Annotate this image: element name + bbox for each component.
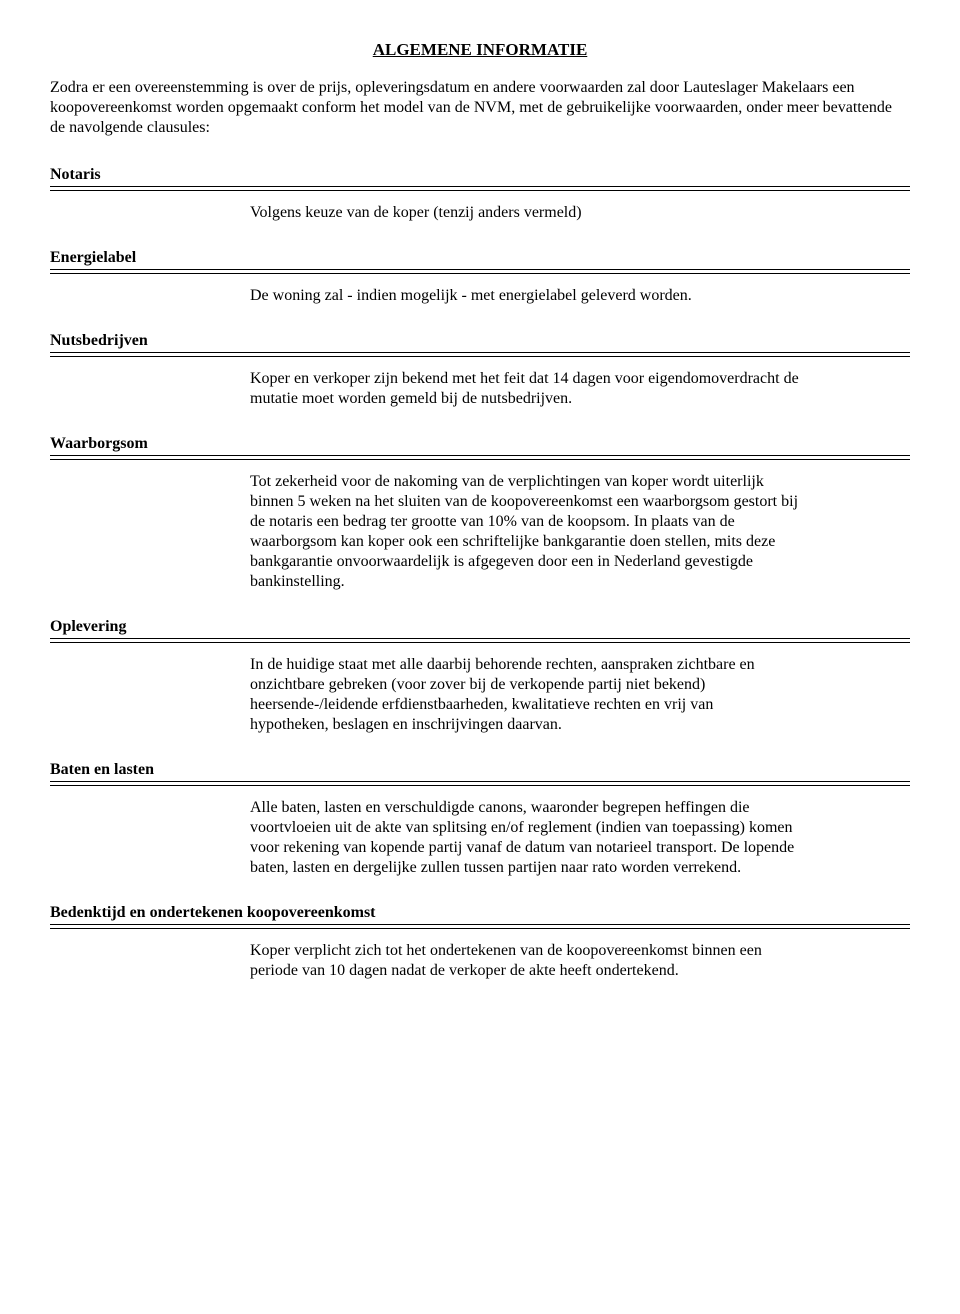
divider (50, 190, 910, 191)
divider (50, 785, 910, 786)
section-body-baten: Alle baten, lasten en verschuldigde cano… (250, 798, 810, 878)
divider (50, 642, 910, 643)
section-heading-notaris: Notaris (50, 166, 910, 187)
intro-paragraph: Zodra er een overeenstemming is over de … (50, 78, 910, 138)
section-heading-oplevering: Oplevering (50, 618, 910, 639)
divider (50, 459, 910, 460)
divider (50, 928, 910, 929)
section-heading-nutsbedrijven: Nutsbedrijven (50, 332, 910, 353)
section-body-nutsbedrijven: Koper en verkoper zijn bekend met het fe… (250, 369, 810, 409)
section-body-notaris: Volgens keuze van de koper (tenzij ander… (250, 203, 810, 223)
divider (50, 273, 910, 274)
section-heading-waarborgsom: Waarborgsom (50, 435, 910, 456)
section-body-waarborgsom: Tot zekerheid voor de nakoming van de ve… (250, 472, 810, 592)
section-heading-energielabel: Energielabel (50, 249, 910, 270)
section-body-oplevering: In de huidige staat met alle daarbij beh… (250, 655, 810, 735)
page-title: ALGEMENE INFORMATIE (50, 40, 910, 60)
section-body-bedenktijd: Koper verplicht zich tot het ondertekene… (250, 941, 810, 981)
divider (50, 356, 910, 357)
section-heading-baten: Baten en lasten (50, 761, 910, 782)
section-body-energielabel: De woning zal - indien mogelijk - met en… (250, 286, 810, 306)
section-heading-bedenktijd: Bedenktijd en ondertekenen koopovereenko… (50, 904, 910, 925)
